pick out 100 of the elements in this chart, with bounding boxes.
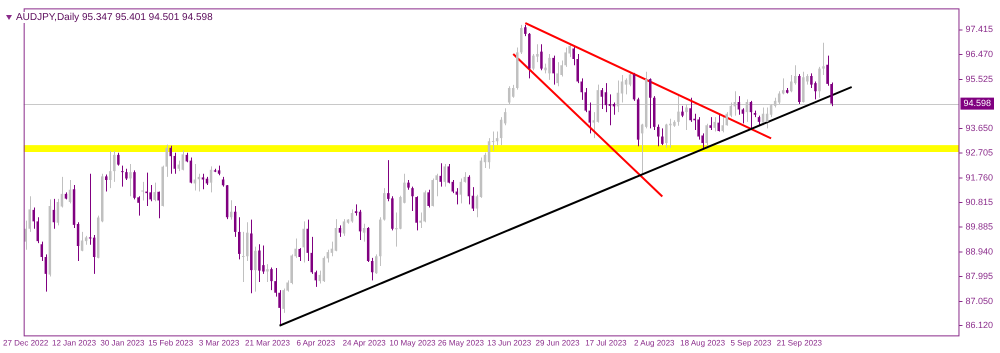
candlestick bbox=[460, 178, 462, 204]
candlestick bbox=[689, 97, 692, 122]
x-tick-label: 13 Jun 2023 bbox=[487, 338, 532, 348]
candlestick bbox=[80, 231, 84, 252]
candlestick bbox=[246, 222, 249, 262]
x-tick-label: 12 Jan 2023 bbox=[52, 338, 97, 348]
candlestick bbox=[552, 55, 555, 86]
y-tick-label: 87.050 bbox=[965, 296, 994, 306]
candlestick bbox=[738, 96, 740, 116]
candlestick bbox=[322, 256, 326, 282]
candlestick bbox=[407, 180, 410, 190]
candlestick bbox=[194, 164, 196, 192]
candlestick bbox=[697, 116, 700, 140]
candlestick bbox=[350, 208, 354, 224]
x-tick-label: 3 Mar 2023 bbox=[198, 338, 240, 348]
candlestick bbox=[210, 166, 212, 193]
candlestick bbox=[374, 254, 378, 274]
candlestick bbox=[488, 138, 490, 170]
y-tick-label: 93.650 bbox=[965, 122, 994, 133]
candlestick bbox=[242, 231, 245, 282]
candlestick bbox=[109, 150, 112, 189]
candlestick bbox=[443, 164, 446, 188]
y-tick-label: 88.940 bbox=[965, 246, 994, 256]
candlestick bbox=[810, 72, 813, 89]
candlestick bbox=[266, 264, 269, 282]
x-tick-label: 21 Mar 2023 bbox=[244, 338, 290, 348]
candlestick bbox=[145, 172, 148, 206]
y-tick-label: 87.995 bbox=[965, 271, 994, 282]
candlestick bbox=[548, 53, 551, 80]
candlestick bbox=[665, 123, 668, 148]
candlestick bbox=[182, 150, 184, 171]
candlestick bbox=[157, 191, 160, 219]
candlestick bbox=[169, 145, 172, 174]
candlestick bbox=[141, 181, 144, 201]
candlestick bbox=[298, 248, 301, 262]
candlestick bbox=[190, 156, 192, 184]
x-tick-label: 2 Aug 2023 bbox=[634, 338, 676, 348]
candlestick bbox=[113, 150, 116, 182]
candlestick bbox=[121, 165, 124, 188]
candlestick bbox=[230, 200, 232, 220]
x-tick-label: 15 Feb 2023 bbox=[148, 338, 194, 348]
candlestick bbox=[153, 182, 156, 202]
x-tick-label: 26 May 2023 bbox=[438, 338, 485, 348]
candlestick bbox=[262, 245, 265, 274]
candlestick bbox=[202, 173, 204, 190]
candlestick bbox=[238, 216, 240, 260]
candlestick bbox=[370, 257, 374, 281]
candlestick bbox=[439, 162, 442, 188]
x-tick-label: 6 Apr 2023 bbox=[296, 338, 336, 348]
candlestick bbox=[705, 123, 708, 150]
y-tick-label: 86.120 bbox=[965, 320, 994, 330]
candlestick bbox=[512, 84, 514, 98]
candlestick bbox=[750, 100, 752, 130]
x-tick-label: 24 Apr 2023 bbox=[342, 338, 386, 348]
candlestick bbox=[56, 198, 60, 226]
candlestick bbox=[681, 105, 684, 118]
candlestick bbox=[92, 234, 96, 274]
candlestick bbox=[669, 118, 672, 148]
candlestick bbox=[657, 124, 660, 147]
candlestick bbox=[270, 267, 273, 291]
x-tick-label: 18 Aug 2023 bbox=[680, 338, 726, 348]
y-tick-label: 97.415 bbox=[965, 24, 994, 34]
candlestick bbox=[338, 224, 342, 238]
candlestick bbox=[68, 180, 72, 204]
y-tick-label: 95.525 bbox=[965, 74, 994, 84]
candlestick bbox=[762, 106, 764, 126]
candlestick bbox=[532, 53, 535, 71]
x-tick-label: 21 Sep 2023 bbox=[776, 338, 823, 348]
y-tick-label: 92.705 bbox=[965, 148, 994, 158]
candlestick bbox=[722, 116, 724, 133]
x-tick-label: 10 May 2023 bbox=[389, 338, 436, 348]
x-tick-label: 27 Dec 2022 bbox=[2, 338, 49, 348]
candlestick bbox=[125, 168, 128, 181]
candlestick bbox=[628, 71, 632, 87]
x-tick-label: 17 Jul 2023 bbox=[585, 338, 628, 348]
y-tick-label: 91.760 bbox=[965, 172, 994, 182]
chart-title: AUDJPY,Daily 95.347 95.401 94.501 94.598 bbox=[16, 12, 213, 23]
candlestick bbox=[258, 244, 261, 282]
candlestick bbox=[540, 44, 543, 71]
candlestick bbox=[358, 209, 362, 241]
candlestick bbox=[604, 82, 608, 113]
candlestick bbox=[624, 78, 628, 95]
candlestick bbox=[782, 78, 784, 95]
candlestick bbox=[222, 176, 224, 188]
candlestick bbox=[468, 174, 470, 205]
y-tick-label: 90.815 bbox=[965, 197, 994, 208]
candlestick bbox=[790, 74, 793, 93]
candlestick bbox=[766, 106, 768, 129]
candlestick bbox=[129, 164, 132, 197]
candlestick bbox=[117, 152, 120, 166]
candlestick bbox=[717, 113, 720, 132]
x-tick-label: 29 Jun 2023 bbox=[536, 338, 580, 348]
candlestick bbox=[234, 205, 236, 238]
candlestick bbox=[556, 62, 559, 87]
candlestick bbox=[496, 131, 498, 146]
candlestick bbox=[818, 66, 821, 98]
candlestick bbox=[105, 174, 108, 192]
candlestick bbox=[427, 189, 430, 208]
candlestick bbox=[302, 220, 305, 264]
y-tick-label: 96.470 bbox=[965, 49, 994, 59]
